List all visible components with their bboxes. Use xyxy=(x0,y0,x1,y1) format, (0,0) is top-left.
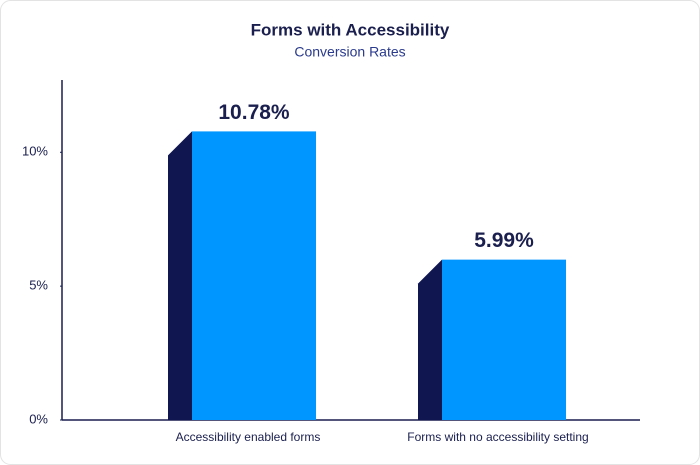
x-tick-label: Forms with no accessibility setting xyxy=(407,430,588,444)
data-label: 5.99% xyxy=(474,229,534,252)
y-tick-label: 10% xyxy=(22,144,48,159)
bar xyxy=(192,131,316,420)
y-tick-label: 0% xyxy=(29,411,48,426)
bar-side xyxy=(418,259,442,420)
bar xyxy=(442,259,566,420)
x-tick-label: Accessibility enabled forms xyxy=(176,430,321,444)
y-tick-label: 5% xyxy=(29,278,48,293)
chart-subtitle: Conversion Rates xyxy=(294,44,405,60)
chart-title: Forms with Accessibility xyxy=(251,20,450,39)
bar-side xyxy=(168,131,192,420)
data-label: 10.78% xyxy=(218,101,290,124)
